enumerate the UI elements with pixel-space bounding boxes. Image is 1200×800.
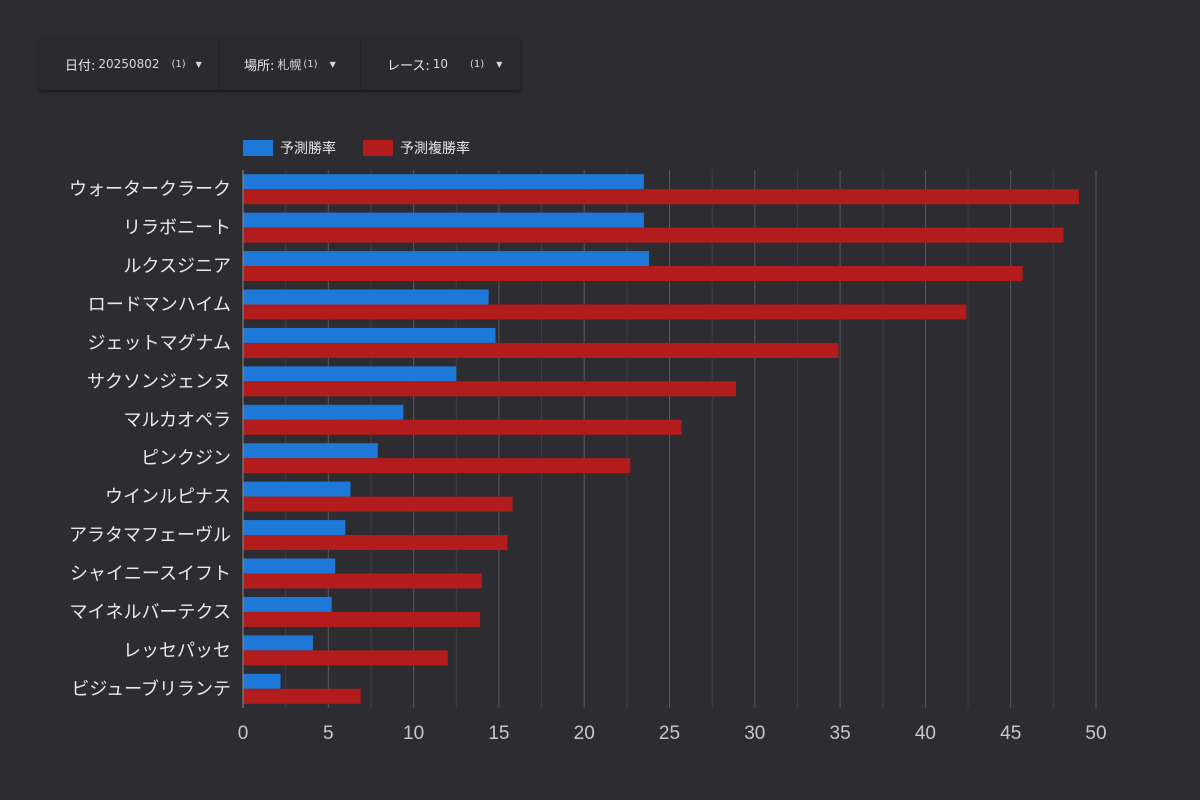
category-label: ピンクジン: [141, 448, 231, 469]
bar-place-13: [243, 688, 361, 704]
place-filter-count: (1): [303, 58, 318, 70]
place-filter-value: 札幌: [277, 57, 302, 72]
bar-place-2: [243, 266, 1023, 282]
category-label: ビジューブリランテ: [71, 678, 231, 700]
place-filter-label: 場所:: [244, 58, 275, 74]
bar-win-13: [243, 673, 281, 689]
bar-place-8: [243, 496, 513, 512]
bar-place-0: [243, 189, 1079, 205]
bar-win-6: [243, 404, 404, 420]
category-label: ロードマンハイム: [88, 295, 231, 316]
category-label: ウォータークラーク: [69, 179, 231, 200]
legend-swatch: [363, 140, 393, 156]
bar-win-3: [243, 289, 489, 305]
bar-place-5: [243, 381, 737, 397]
x-tick-label: 5: [323, 723, 334, 744]
race-filter-label: レース:: [387, 58, 430, 74]
x-tick-label: 10: [403, 723, 424, 744]
bar-win-5: [243, 366, 457, 382]
bar-win-2: [243, 251, 650, 267]
place-filter[interactable]: 場所: 札幌 (1) ▼: [220, 38, 361, 90]
bar-win-7: [243, 443, 378, 459]
legend-label: 予測勝率: [280, 140, 336, 157]
race-filter[interactable]: レース: 10 (1) ▼: [361, 38, 520, 90]
category-label: ジェットマグナム: [88, 333, 231, 354]
date-filter[interactable]: 日付: 20250802 (1) ▼: [39, 38, 220, 90]
x-tick-label: 0: [238, 723, 249, 744]
bar-place-10: [243, 573, 482, 589]
bar-place-9: [243, 535, 508, 551]
category-label: シャイニースイフト: [70, 564, 231, 585]
bar-win-8: [243, 481, 351, 497]
category-label: アラタマフェーヴル: [69, 525, 231, 546]
race-filter-value: 10: [432, 57, 449, 71]
date-filter-value: 20250802: [98, 57, 160, 71]
category-label: レッセパッセ: [123, 640, 231, 661]
bar-win-11: [243, 596, 332, 612]
bar-place-4: [243, 342, 839, 358]
x-tick-label: 25: [659, 723, 680, 744]
bar-win-1: [243, 212, 644, 228]
x-tick-label: 35: [830, 723, 851, 744]
category-label: ルクスジニア: [124, 256, 231, 277]
bar-win-0: [243, 174, 644, 190]
bar-place-3: [243, 304, 967, 320]
x-tick-label: 20: [574, 723, 595, 744]
date-filter-label: 日付:: [65, 58, 96, 74]
bar-win-9: [243, 520, 346, 536]
legend-label: 予測複勝率: [400, 140, 470, 157]
caret-down-icon: ▼: [496, 59, 503, 69]
x-tick-label: 40: [915, 723, 936, 744]
date-filter-count: (1): [171, 58, 186, 70]
caret-down-icon: ▼: [195, 59, 202, 69]
bar-place-6: [243, 419, 682, 435]
bar-place-12: [243, 650, 448, 666]
category-label: マイネルバーテクス: [70, 602, 231, 623]
category-label: リラボニート: [123, 218, 231, 239]
category-label: サクソンジェンヌ: [87, 371, 231, 392]
caret-down-icon: ▼: [329, 59, 336, 69]
bar-place-1: [243, 227, 1064, 243]
x-tick-label: 30: [744, 723, 765, 744]
bar-place-7: [243, 458, 631, 474]
bar-place-11: [243, 611, 481, 627]
filter-bar: 日付: 20250802 (1) ▼ 場所: 札幌 (1) ▼ レース: 10 …: [39, 38, 520, 90]
bar-win-4: [243, 327, 496, 343]
x-tick-label: 15: [488, 723, 509, 744]
x-tick-label: 45: [1000, 723, 1021, 744]
legend-swatch: [243, 140, 273, 156]
bar-win-12: [243, 635, 313, 651]
x-tick-label: 50: [1085, 723, 1106, 744]
category-label: ウインルピナス: [105, 487, 231, 508]
bar-win-10: [243, 558, 336, 574]
category-label: マルカオペラ: [124, 410, 231, 431]
race-filter-count: (1): [470, 58, 485, 70]
